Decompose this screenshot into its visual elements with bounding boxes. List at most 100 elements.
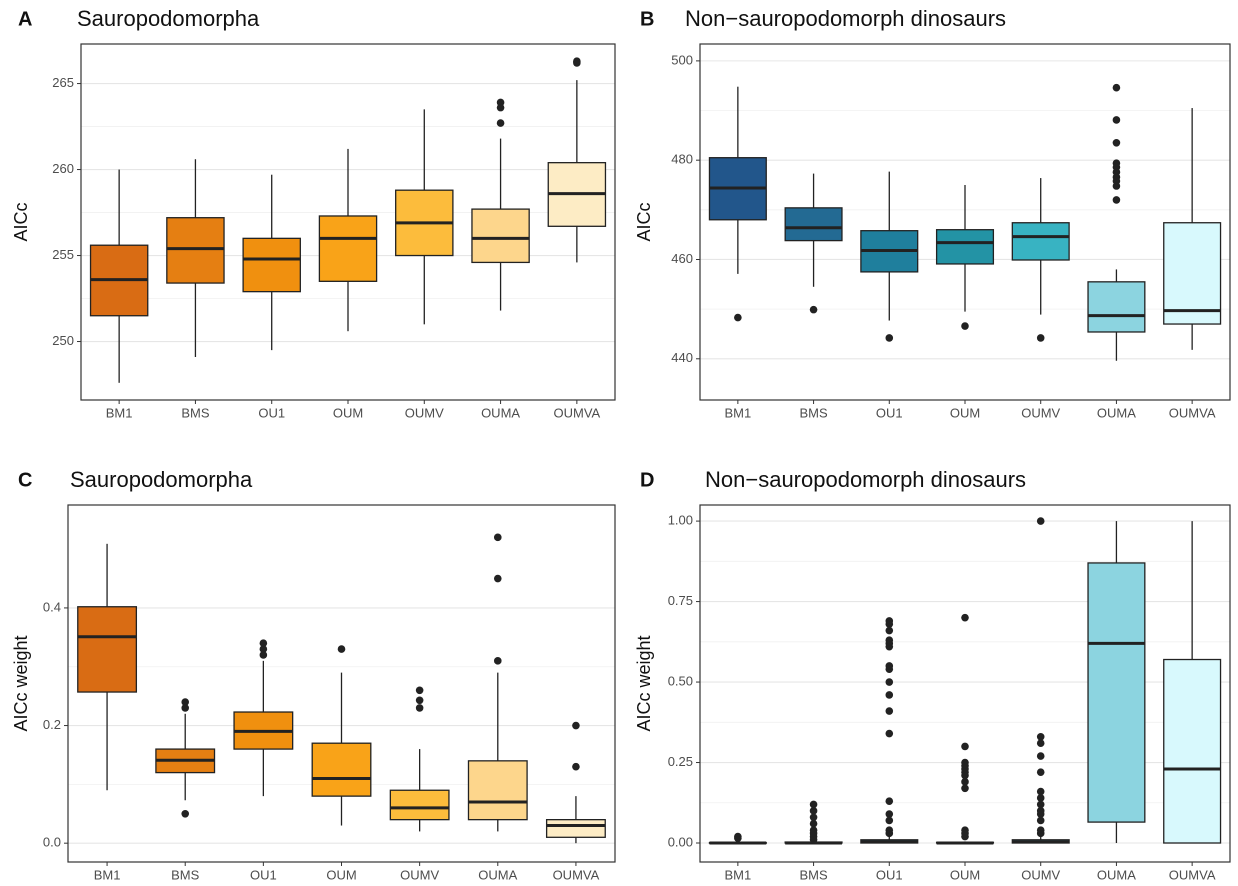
x-tick-label: OUMA: [1097, 867, 1136, 882]
box: [1011, 222, 1070, 261]
outlier: [809, 835, 818, 844]
x-tick-label: OUMV: [400, 867, 439, 882]
y-tick-label: 0.50: [668, 673, 693, 688]
x-tick-label: OUMA: [481, 405, 520, 420]
outlier: [1036, 787, 1045, 796]
x-tick-label: BMS: [171, 867, 200, 882]
outlier: [885, 729, 894, 738]
outlier: [415, 686, 424, 695]
y-axis-label: AICc: [634, 202, 654, 241]
x-tick-label: OUMVA: [553, 405, 600, 420]
x-tick-label: OUMVA: [1169, 405, 1216, 420]
outlier: [961, 784, 969, 793]
outlier: [1036, 800, 1045, 809]
panel-border: [80, 43, 616, 401]
outlier: [181, 698, 190, 706]
y-tick-label: 1.00: [668, 513, 693, 528]
outlier: [885, 816, 894, 825]
outlier: [496, 119, 505, 127]
y-tick-label: 265: [52, 75, 74, 90]
outlier: [572, 721, 580, 730]
box: [318, 215, 378, 282]
outlier: [573, 59, 581, 67]
y-tick-label: 440: [671, 350, 693, 365]
outlier: [734, 313, 742, 322]
outlier: [885, 665, 894, 673]
outlier: [734, 834, 742, 842]
y-tick-label: 460: [671, 251, 693, 266]
outlier: [809, 819, 818, 828]
outlier: [885, 334, 894, 342]
box: [1163, 658, 1222, 844]
box: [545, 819, 606, 838]
outlier: [415, 704, 424, 712]
box: [935, 229, 995, 265]
outlier: [1036, 816, 1045, 825]
x-tick-label: OU1: [250, 867, 277, 882]
outlier: [961, 778, 969, 786]
outlier: [809, 813, 818, 822]
x-tick-label: OUMV: [1021, 405, 1060, 420]
outlier: [1112, 139, 1121, 147]
y-tick-label: 250: [52, 333, 74, 348]
x-tick-label: BM1: [94, 867, 121, 882]
outlier: [181, 704, 190, 712]
x-tick-label: BM1: [724, 405, 751, 420]
y-axis-label: AICc: [11, 202, 31, 241]
outlier: [809, 800, 818, 809]
outlier: [415, 696, 424, 705]
outlier: [1112, 182, 1121, 190]
box: [1087, 281, 1146, 333]
x-tick-label: BMS: [799, 405, 828, 420]
outlier: [1036, 334, 1045, 342]
x-tick-label: BMS: [799, 867, 828, 882]
x-tick-label: OUM: [333, 405, 363, 420]
outlier: [1036, 794, 1045, 802]
panel-tag: B: [640, 8, 654, 30]
box: [242, 237, 301, 293]
outlier: [1036, 810, 1045, 818]
outlier: [885, 691, 894, 699]
outlier: [885, 797, 894, 805]
outlier: [961, 322, 969, 330]
x-tick-label: OUM: [950, 405, 980, 420]
y-tick-label: 0.75: [668, 593, 693, 608]
outlier: [181, 809, 190, 818]
outlier: [259, 651, 268, 659]
outlier: [809, 305, 818, 314]
y-tick-label: 0.25: [668, 754, 693, 769]
outlier: [1112, 116, 1121, 124]
outlier: [1036, 768, 1045, 776]
x-tick-label: OUMV: [405, 405, 444, 420]
outlier: [259, 645, 268, 653]
y-tick-label: 0.2: [43, 717, 61, 732]
box: [77, 606, 138, 693]
outlier: [1112, 196, 1121, 204]
outlier: [337, 645, 346, 653]
x-tick-label: OUM: [326, 867, 356, 882]
outlier: [1036, 739, 1045, 748]
box: [784, 207, 843, 242]
outlier: [885, 626, 894, 635]
x-tick-label: OUMA: [1097, 405, 1136, 420]
outlier: [493, 657, 502, 665]
outlier: [885, 707, 894, 715]
outlier: [1036, 517, 1045, 525]
x-tick-label: OUMV: [1021, 867, 1060, 882]
outlier: [885, 642, 894, 651]
outlier: [809, 807, 818, 815]
y-tick-label: 0.0: [43, 835, 61, 850]
panel-border: [67, 504, 616, 863]
outlier: [259, 639, 268, 648]
box: [1087, 562, 1146, 823]
outlier: [961, 771, 969, 780]
x-tick-label: OUMVA: [553, 867, 600, 882]
box: [389, 789, 450, 821]
x-tick-label: BMS: [181, 405, 210, 420]
y-tick-label: 0.00: [668, 834, 693, 849]
panel-border: [699, 43, 1231, 401]
outlier: [572, 762, 580, 771]
y-tick-label: 480: [671, 152, 693, 167]
outlier: [493, 533, 502, 542]
outlier: [1036, 732, 1045, 741]
